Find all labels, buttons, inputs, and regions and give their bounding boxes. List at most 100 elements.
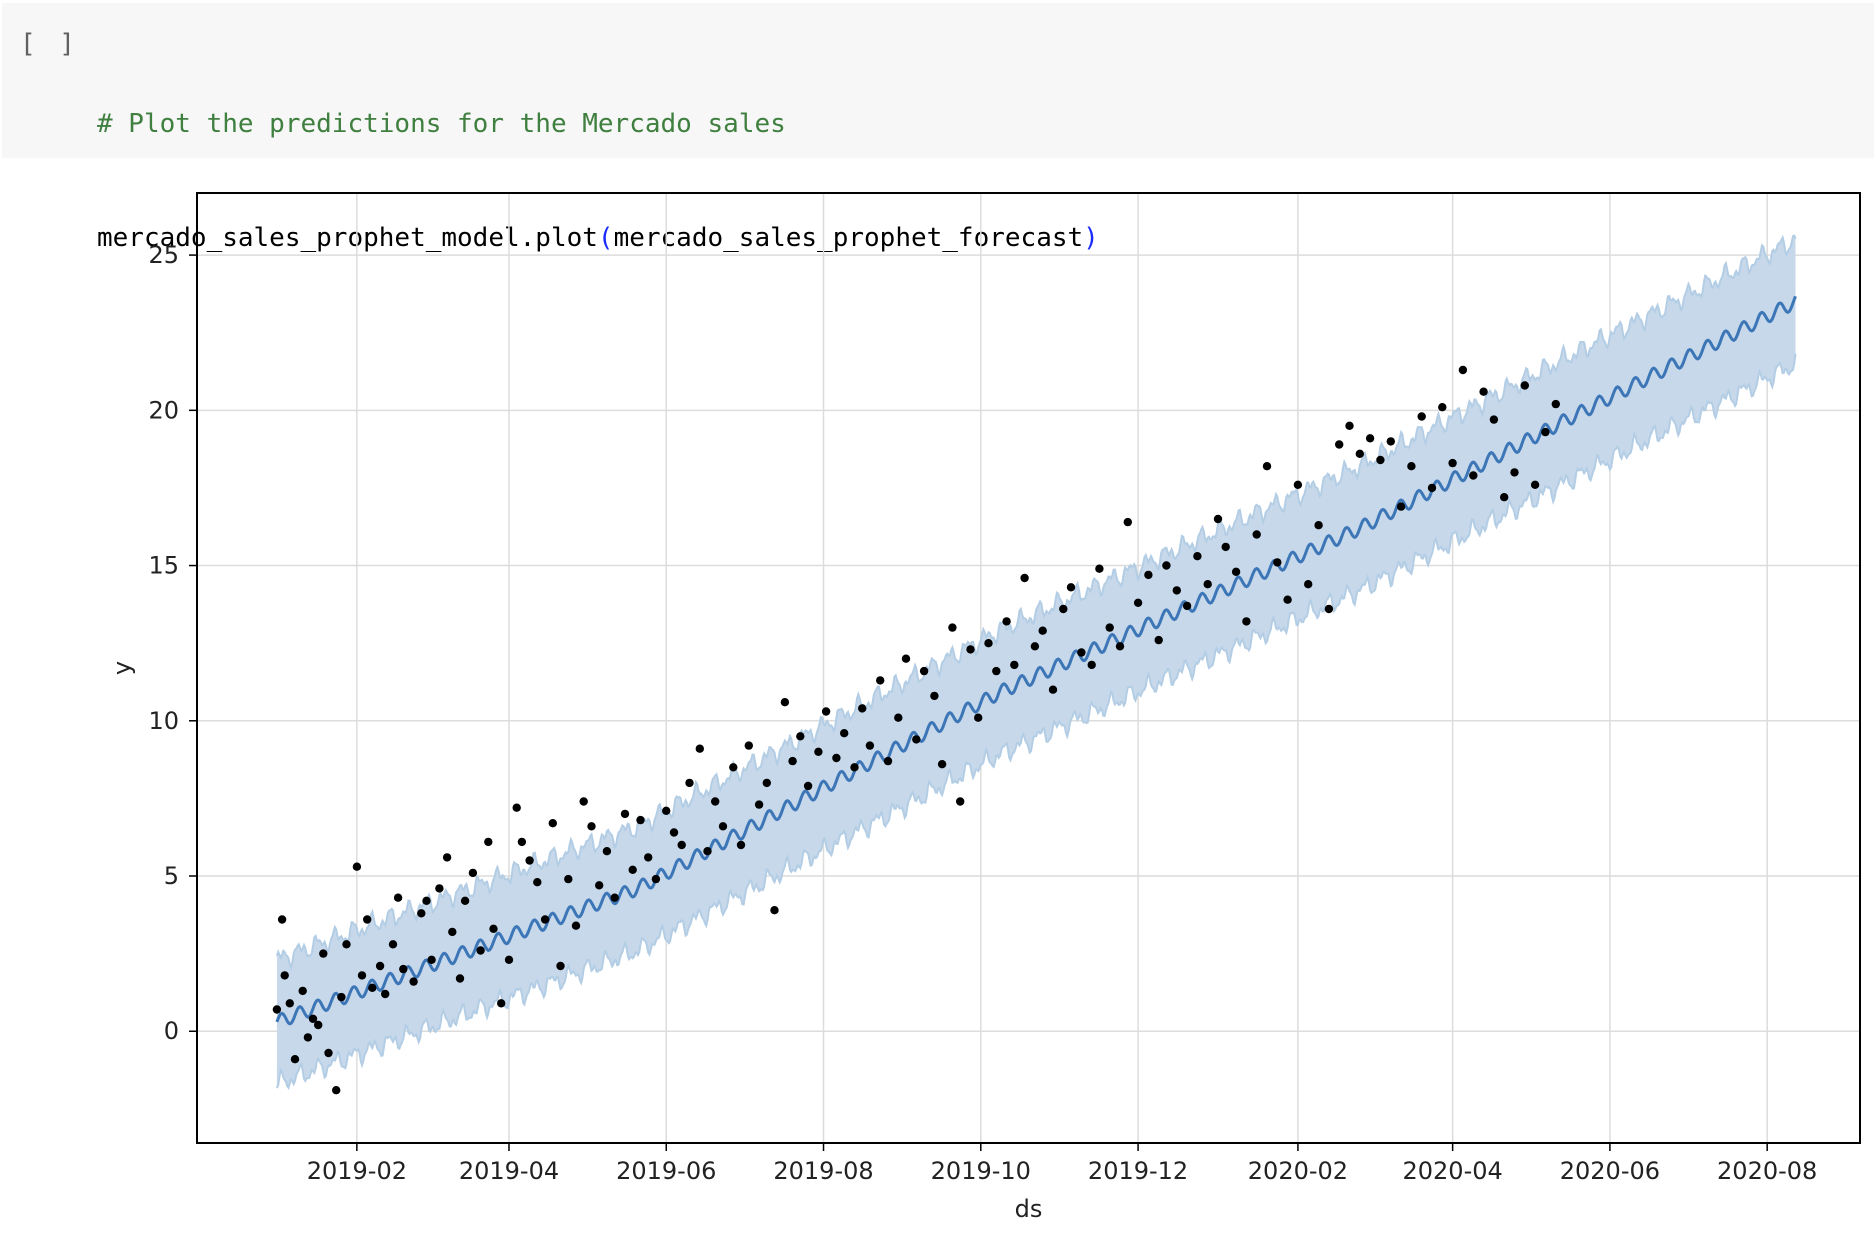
data-point (556, 961, 565, 971)
data-point (1500, 493, 1509, 502)
data-point (937, 760, 947, 769)
data-point (357, 971, 367, 980)
data-point (1123, 517, 1133, 527)
data-point (1448, 458, 1457, 468)
data-point (1144, 570, 1153, 580)
data-point (484, 837, 493, 847)
code-call: mercado_sales_prophet_model.plot (97, 223, 598, 253)
data-point (912, 735, 921, 744)
data-point (298, 986, 307, 996)
data-point (644, 853, 653, 862)
data-point (1105, 623, 1114, 632)
data-point (1087, 660, 1096, 670)
data-point (1510, 468, 1519, 477)
data-point (1066, 583, 1076, 592)
data-point (1133, 598, 1143, 607)
data-point (729, 763, 738, 772)
data-point (736, 840, 746, 850)
code-close-paren: ) (1083, 223, 1099, 253)
data-point (1469, 471, 1478, 480)
run-cell-indicator[interactable]: [ ] (20, 29, 79, 59)
data-point (651, 874, 661, 884)
y-tick-label: 0 (164, 1017, 179, 1045)
data-point (1324, 604, 1334, 614)
data-point (1551, 399, 1561, 409)
code-comment-line: # Plot the predictions for the Mercado s… (97, 109, 786, 139)
data-point (277, 915, 287, 924)
x-tick-label: 2019-08 (773, 1157, 873, 1185)
data-point (850, 763, 859, 772)
data-point (435, 884, 444, 893)
data-point (1304, 580, 1313, 589)
data-point (1489, 415, 1499, 424)
data-point (974, 713, 983, 722)
data-point (548, 819, 557, 828)
data-point (703, 847, 712, 856)
data-point (628, 865, 637, 874)
data-point (332, 1086, 341, 1095)
data-point (966, 645, 975, 654)
data-point (1345, 421, 1354, 430)
data-point (595, 881, 604, 890)
data-point (788, 756, 797, 766)
data-point (587, 822, 596, 831)
data-point (1365, 434, 1375, 443)
data-point (363, 915, 372, 924)
data-point (662, 806, 671, 815)
data-point (455, 974, 465, 983)
uncertainty-band (276, 235, 1796, 1089)
data-point (290, 1055, 300, 1064)
data-point (1355, 449, 1365, 458)
data-point (1020, 573, 1029, 583)
data-point (1193, 552, 1202, 561)
data-point (1386, 437, 1396, 446)
data-point (352, 862, 362, 871)
data-point (1427, 483, 1437, 493)
data-point (448, 927, 457, 937)
data-point (1030, 642, 1040, 651)
data-point (803, 781, 813, 791)
forecast-line (275, 295, 1797, 1026)
data-point (460, 896, 470, 905)
data-point (762, 778, 771, 788)
data-point (324, 1048, 333, 1058)
data-point (280, 971, 289, 980)
data-point (1530, 480, 1540, 489)
data-point (814, 747, 823, 756)
data-point (1520, 381, 1530, 390)
x-tick-label: 2019-10 (931, 1157, 1031, 1185)
data-point (525, 856, 534, 865)
data-point (620, 809, 630, 819)
code-editor[interactable]: # Plot the predictions for the Mercado s… (97, 29, 1099, 333)
data-point (1407, 462, 1416, 471)
data-point (956, 797, 965, 806)
data-point (636, 815, 645, 825)
data-point (375, 961, 385, 971)
data-point (409, 977, 418, 986)
code-cell[interactable]: [ ] # Plot the predictions for the Merca… (2, 3, 1874, 253)
band-lower-edge (275, 353, 1797, 1090)
data-point (832, 753, 841, 763)
data-point (314, 1020, 323, 1030)
data-point (1376, 455, 1385, 465)
data-point (894, 713, 903, 722)
data-point (770, 906, 779, 915)
data-point (1221, 542, 1230, 552)
x-tick-label: 2019-06 (616, 1157, 716, 1185)
data-point (303, 1033, 313, 1042)
data-point (984, 639, 993, 648)
data-point (417, 909, 426, 918)
data-point (393, 893, 403, 902)
data-point (1396, 502, 1406, 511)
x-tick-label: 2019-12 (1088, 1157, 1188, 1185)
data-point (1252, 530, 1261, 539)
data-point (517, 837, 527, 847)
data-point (669, 828, 679, 837)
data-point (285, 999, 294, 1008)
data-point (840, 729, 849, 738)
data-point (901, 654, 911, 663)
data-point (1541, 427, 1550, 437)
data-point (1213, 514, 1223, 524)
data-point (337, 992, 346, 1002)
data-point (744, 741, 753, 750)
